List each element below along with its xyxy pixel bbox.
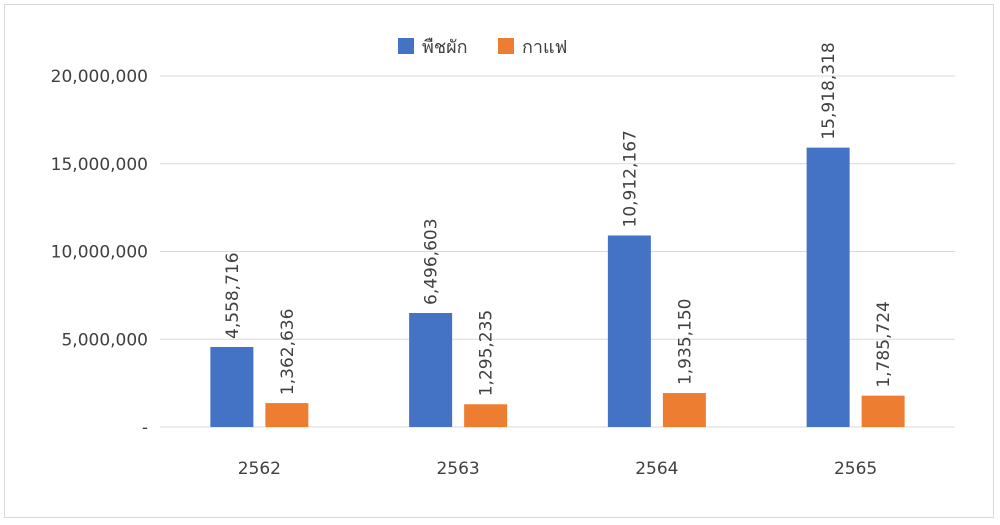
data-label: 1,785,724	[874, 301, 894, 388]
data-label: 1,295,235	[477, 310, 497, 397]
y-tick-label: 15,000,000	[51, 155, 148, 175]
x-category-label: 2564	[635, 459, 678, 479]
x-category-label: 2565	[834, 459, 877, 479]
x-axis-categories: 2562 2563 2564 2565	[238, 459, 878, 479]
legend-swatch	[398, 38, 414, 54]
x-category-label: 2563	[436, 459, 479, 479]
legend-swatch	[498, 38, 514, 54]
y-tick-label: 10,000,000	[51, 243, 148, 263]
bar-coffee-2563	[464, 404, 508, 427]
bar-coffee-2564	[662, 393, 706, 427]
legend-label: พืชผัก	[422, 37, 468, 58]
y-tick-label: 20,000,000	[51, 67, 148, 87]
y-tick-label: -	[142, 418, 148, 438]
data-label: 15,918,318	[819, 42, 839, 139]
y-axis-ticks: 20,000,000 15,000,000 10,000,000 5,000,000 -	[51, 67, 148, 438]
y-tick-label: 5,000,000	[61, 330, 148, 350]
bars	[210, 147, 905, 427]
bar-vegetables-2564	[607, 235, 651, 427]
bar-vegetables-2563	[409, 312, 453, 427]
data-labels: 4,558,716 1,362,636 6,496,603 1,295,235 10,9…	[223, 42, 894, 396]
bar-coffee-2565	[861, 395, 905, 427]
bar-vegetables-2565	[806, 147, 850, 427]
data-label: 10,912,167	[620, 130, 640, 227]
bar-vegetables-2562	[210, 346, 254, 427]
data-label: 1,362,636	[278, 309, 298, 396]
legend-label: กาแฟ	[522, 37, 567, 58]
data-label: 1,935,150	[675, 299, 695, 386]
data-label: 6,496,603	[422, 218, 442, 305]
bar-coffee-2562	[265, 403, 309, 427]
legend: พืชผัก กาแฟ	[398, 37, 567, 58]
data-label: 4,558,716	[223, 252, 243, 339]
x-category-label: 2562	[238, 459, 281, 479]
